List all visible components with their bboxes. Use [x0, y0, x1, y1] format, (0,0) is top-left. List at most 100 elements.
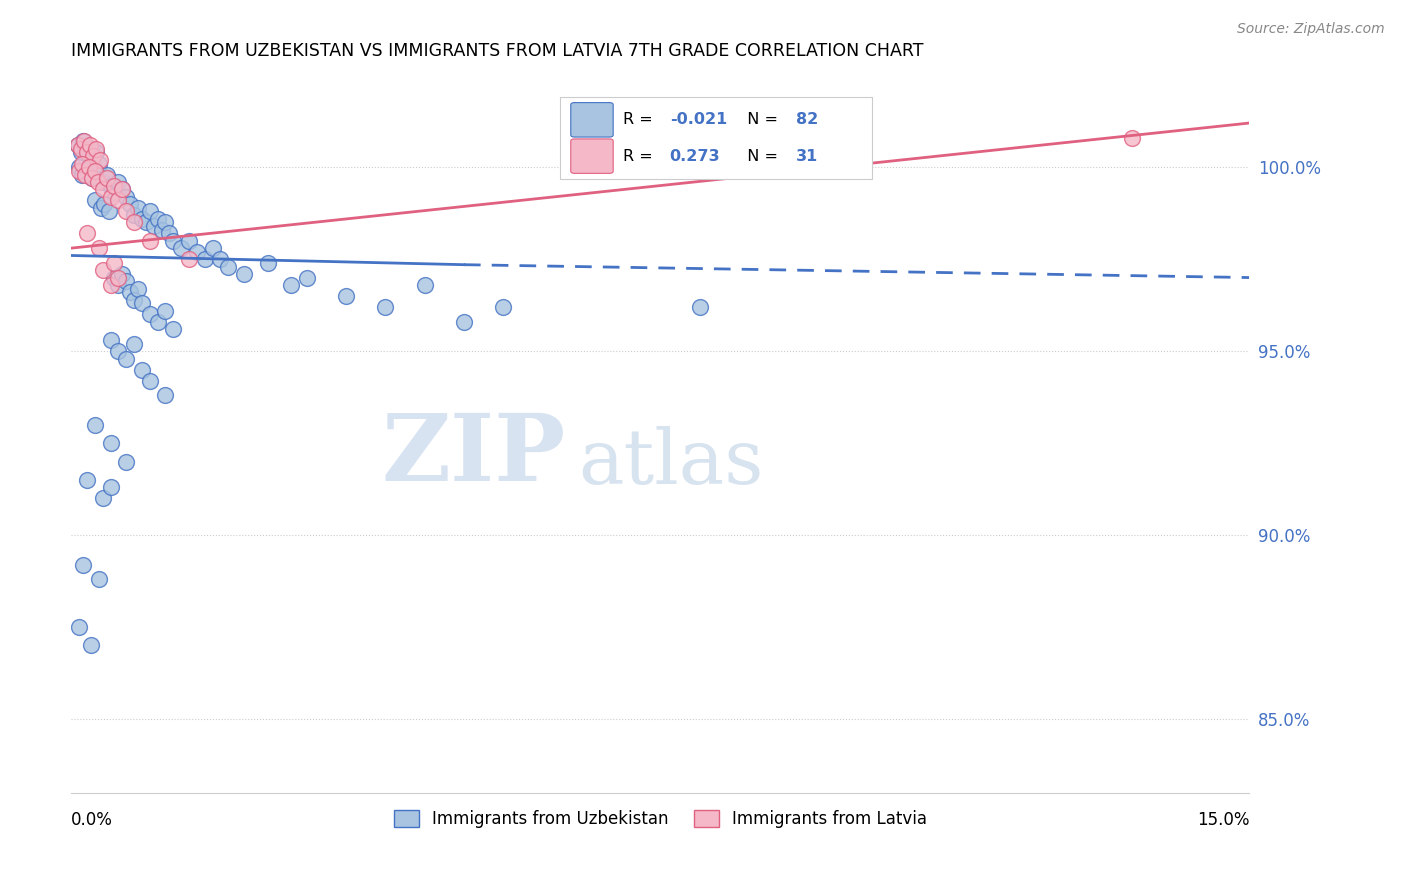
- Point: [96, 171, 118, 186]
- Point: [100, 189, 122, 203]
- Point: [115, 351, 138, 366]
- Point: [91, 263, 114, 277]
- Point: [111, 267, 134, 281]
- Point: [100, 277, 122, 292]
- Point: [162, 234, 184, 248]
- Text: -0.021: -0.021: [669, 112, 727, 128]
- FancyBboxPatch shape: [560, 96, 872, 179]
- Point: [413, 277, 436, 292]
- Point: [76, 473, 98, 487]
- Point: [103, 256, 125, 270]
- Point: [335, 289, 357, 303]
- Point: [96, 168, 118, 182]
- Text: 15.0%: 15.0%: [1197, 811, 1250, 829]
- Point: [67, 160, 90, 174]
- Point: [83, 194, 105, 208]
- Text: N =: N =: [737, 149, 783, 163]
- Point: [142, 219, 165, 233]
- Point: [87, 156, 110, 170]
- Point: [76, 227, 98, 241]
- Point: [72, 558, 94, 572]
- Point: [131, 362, 153, 376]
- Point: [194, 252, 217, 267]
- Point: [139, 307, 162, 321]
- Point: [83, 164, 105, 178]
- Point: [103, 186, 125, 200]
- Point: [217, 260, 239, 274]
- Point: [70, 156, 93, 170]
- Point: [295, 270, 318, 285]
- Point: [87, 572, 110, 586]
- Point: [100, 480, 122, 494]
- Text: 31: 31: [796, 149, 818, 163]
- Point: [1121, 130, 1143, 145]
- Point: [91, 175, 114, 189]
- Point: [122, 215, 145, 229]
- Text: 82: 82: [796, 112, 818, 128]
- Point: [66, 138, 89, 153]
- Point: [170, 241, 193, 255]
- Point: [453, 315, 475, 329]
- Point: [107, 175, 129, 189]
- Point: [100, 178, 122, 193]
- Point: [280, 277, 302, 292]
- Point: [87, 175, 110, 189]
- Point: [93, 197, 115, 211]
- Text: ZIP: ZIP: [382, 410, 567, 500]
- Point: [107, 277, 129, 292]
- Point: [80, 142, 103, 156]
- Point: [103, 270, 125, 285]
- Point: [177, 252, 200, 267]
- Point: [150, 223, 173, 237]
- Point: [139, 374, 162, 388]
- Point: [177, 234, 200, 248]
- Point: [689, 300, 711, 314]
- Point: [120, 285, 142, 300]
- Point: [115, 204, 138, 219]
- Point: [135, 215, 157, 229]
- FancyBboxPatch shape: [571, 103, 613, 137]
- Text: 0.0%: 0.0%: [72, 811, 112, 829]
- Text: R =: R =: [623, 112, 658, 128]
- Point: [69, 142, 91, 156]
- Point: [77, 160, 100, 174]
- Point: [122, 336, 145, 351]
- Point: [131, 211, 153, 226]
- Point: [139, 204, 162, 219]
- Point: [76, 145, 98, 160]
- Text: Source: ZipAtlas.com: Source: ZipAtlas.com: [1237, 22, 1385, 37]
- Point: [111, 182, 134, 196]
- Point: [115, 189, 138, 203]
- Point: [86, 145, 108, 160]
- Point: [256, 256, 278, 270]
- Point: [201, 241, 224, 255]
- Point: [82, 153, 104, 167]
- Point: [209, 252, 232, 267]
- Point: [72, 135, 94, 149]
- Point: [67, 620, 90, 634]
- Point: [69, 145, 91, 160]
- Point: [67, 164, 90, 178]
- Point: [70, 168, 93, 182]
- Point: [233, 267, 256, 281]
- Point: [97, 204, 120, 219]
- Point: [155, 215, 177, 229]
- Point: [77, 149, 100, 163]
- Point: [79, 138, 101, 153]
- Point: [127, 201, 149, 215]
- Point: [82, 149, 104, 163]
- Point: [155, 388, 177, 402]
- Text: N =: N =: [737, 112, 783, 128]
- Point: [122, 208, 145, 222]
- Point: [107, 194, 129, 208]
- Point: [374, 300, 396, 314]
- Point: [73, 135, 96, 149]
- Point: [139, 234, 162, 248]
- Point: [492, 300, 515, 314]
- Point: [122, 293, 145, 307]
- Point: [131, 296, 153, 310]
- Point: [100, 333, 122, 347]
- Text: IMMIGRANTS FROM UZBEKISTAN VS IMMIGRANTS FROM LATVIA 7TH GRADE CORRELATION CHART: IMMIGRANTS FROM UZBEKISTAN VS IMMIGRANTS…: [72, 42, 924, 60]
- Point: [115, 274, 138, 288]
- Text: 0.273: 0.273: [669, 149, 720, 163]
